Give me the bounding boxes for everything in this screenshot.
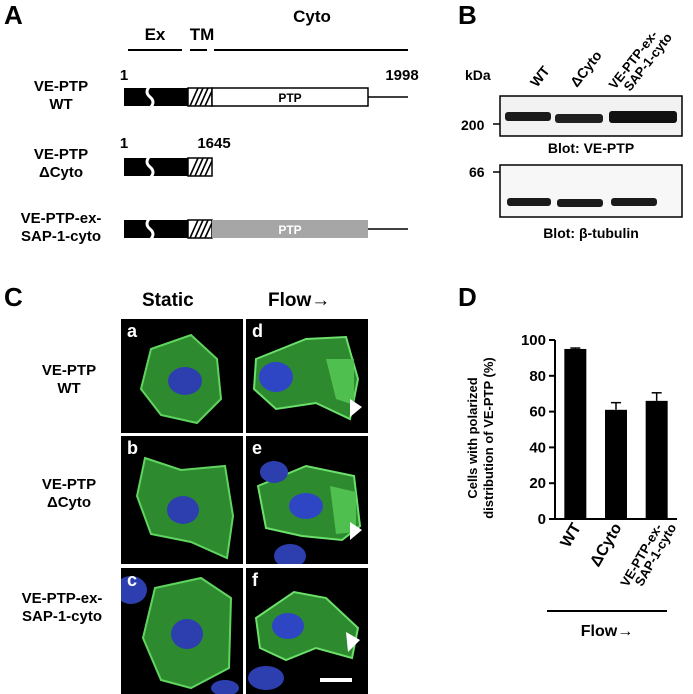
chart-bars	[564, 347, 668, 519]
panel-b-blots: WT ΔCyto VE-PTP-ex- SAP-1-cyto kDa 200 B…	[461, 27, 683, 241]
row2-line1: VE-PTP	[41, 476, 97, 493]
micrograph-b: b	[121, 436, 243, 564]
dcyto-end-number: 1645	[197, 135, 230, 152]
vepatp-band-dcyto	[555, 114, 603, 123]
construct-sap-label: VE-PTP-ex- SAP-1-cyto	[0, 210, 122, 246]
cell-c-image	[121, 576, 239, 694]
sap-ptp-label: PTP	[278, 223, 301, 237]
cell-e-image	[256, 461, 362, 564]
lane-wt-label: WT	[527, 62, 553, 89]
y-tick-label-1: 20	[529, 475, 546, 492]
row3-line2: SAP-1-cyto	[21, 608, 103, 625]
construct-wt-line2: WT	[49, 96, 73, 113]
marker-66: 66	[469, 164, 485, 180]
col-static-header: Static	[142, 290, 194, 311]
panel-b-letter: B	[458, 0, 477, 30]
micrograph-c: c	[121, 568, 243, 694]
scale-bar	[320, 678, 352, 682]
micrograph-e-letter: e	[252, 438, 263, 458]
bar-2	[645, 400, 668, 519]
construct-dcyto-line2: ΔCyto	[38, 164, 84, 181]
panel-a-schematic: Ex TM Cyto 1 1998 PTP 1 1645	[120, 7, 419, 242]
tubulin-blot	[499, 164, 683, 218]
panel-c-letter: C	[4, 282, 23, 312]
construct-sap-line2: SAP-1-cyto	[20, 228, 102, 245]
row1-line1: VE-PTP	[41, 362, 97, 379]
tubulin-band-dcyto	[557, 199, 603, 207]
wt-ex-domain	[124, 88, 188, 106]
row1-label: VE-PTP WT	[14, 362, 124, 398]
micrograph-f: f	[246, 568, 368, 694]
micrograph-f-letter: f	[252, 570, 258, 590]
blot-tubulin-caption: Blot: β-tubulin	[543, 225, 639, 241]
construct-wt: 1 1998 PTP	[120, 67, 419, 110]
bar-0	[564, 348, 587, 519]
arrowhead-f-icon	[346, 632, 360, 652]
wt-ptp-label: PTP	[278, 91, 301, 105]
vepatp-band-sap	[609, 111, 677, 123]
row3-line1: VE-PTP-ex-	[21, 590, 103, 607]
tubulin-band-wt	[507, 198, 551, 206]
arrowhead-e-icon	[350, 522, 362, 540]
micrograph-e: e	[246, 436, 368, 564]
chart-y-axis: 0 20 40 60 80 100	[521, 332, 677, 528]
construct-dcyto-line1: VE-PTP	[33, 146, 89, 163]
col-flow-header: Flow→	[268, 290, 331, 311]
panel-d-letter: D	[458, 282, 477, 312]
micrograph-a-letter: a	[127, 321, 138, 341]
x-label-1-0: ΔCyto	[587, 520, 625, 569]
wt-start-number: 1	[120, 67, 128, 84]
tubulin-band-sap	[611, 198, 657, 206]
wt-break-icon	[145, 84, 155, 110]
dcyto-ex-domain	[124, 158, 188, 176]
row1-line2: WT	[57, 380, 81, 397]
cell-d-image	[252, 335, 362, 421]
y-tick-label-5: 100	[521, 332, 546, 349]
sap-ptp-domain	[212, 220, 368, 238]
y-tick-label-2: 40	[529, 439, 546, 456]
construct-sap: PTP	[124, 216, 408, 242]
wt-end-number: 1998	[385, 67, 418, 84]
construct-dcyto: 1 1645	[120, 135, 231, 180]
chart-ylabel-line1: Cells with polarized	[465, 377, 480, 498]
micrograph-c-letter: c	[127, 570, 138, 590]
row3-label: VE-PTP-ex- SAP-1-cyto	[0, 590, 124, 626]
domain-ex-label: Ex	[145, 25, 166, 44]
arrowhead-d-icon	[350, 399, 362, 417]
vepatp-band-wt	[505, 112, 551, 121]
micrograph-b-letter: b	[127, 438, 138, 458]
bar-1	[605, 409, 627, 519]
construct-wt-line1: VE-PTP	[33, 78, 89, 95]
panel-a-letter: A	[4, 0, 23, 30]
cell-b-image	[135, 456, 235, 560]
panel-d-chart: Cells with polarized distribution of VE-…	[465, 332, 680, 640]
construct-wt-label: VE-PTP WT	[2, 78, 120, 114]
x-label-0-0: WT	[558, 520, 585, 550]
sap-ex-domain	[124, 220, 188, 238]
flow-label: Flow→	[581, 623, 633, 640]
chart-ylabel-line2: distribution of VE-PTP (%)	[481, 357, 496, 519]
y-tick-label-3: 60	[529, 404, 546, 421]
cell-a-image	[139, 333, 223, 425]
micrograph-a: a	[121, 319, 243, 433]
construct-sap-line1: VE-PTP-ex-	[20, 210, 102, 227]
construct-dcyto-label: VE-PTP ΔCyto	[2, 146, 120, 182]
micrograph-d: d	[246, 319, 368, 433]
kda-label: kDa	[465, 67, 491, 83]
blot-vepatp-caption: Blot: VE-PTP	[548, 140, 634, 156]
cell-f-image	[248, 590, 360, 690]
lane-dcyto-label: ΔCyto	[567, 48, 605, 90]
y-tick-label-0: 0	[538, 511, 546, 528]
marker-200: 200	[461, 117, 485, 133]
domain-tm-label: TM	[190, 25, 215, 44]
dcyto-break-icon	[145, 154, 155, 180]
row2-line2: ΔCyto	[46, 494, 92, 511]
domain-cyto-label: Cyto	[293, 7, 331, 26]
row2-label: VE-PTP ΔCyto	[14, 476, 124, 512]
sap-break-icon	[145, 216, 155, 242]
y-tick-label-4: 80	[529, 368, 546, 385]
micrograph-d-letter: d	[252, 321, 263, 341]
dcyto-start-number: 1	[120, 135, 128, 152]
